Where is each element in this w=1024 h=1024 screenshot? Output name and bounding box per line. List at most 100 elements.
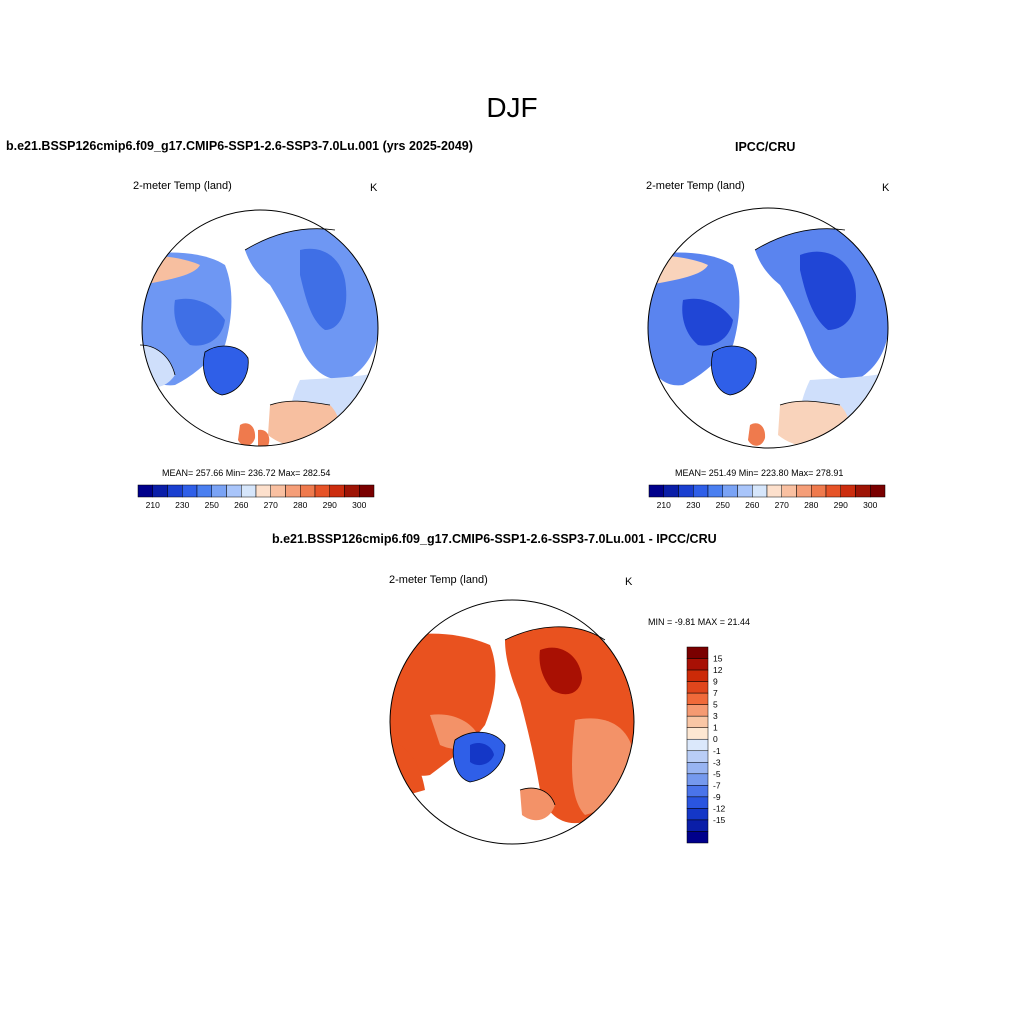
colorbar-swatch: [359, 484, 375, 498]
colorbar-swatch: [300, 484, 316, 498]
diff-colorbar-tick-label: 0: [713, 734, 718, 744]
diff-colorbar-swatch: [686, 681, 709, 694]
diff-colorbar-tick-label: -7: [713, 780, 721, 790]
diff-colorbar-tick-label: 12: [713, 665, 723, 675]
colorbar-swatch: [840, 484, 856, 498]
colorbar-tick-label: 230: [175, 500, 189, 510]
colorbar-tick-label: 210: [146, 500, 160, 510]
colorbar-swatch: [678, 484, 694, 498]
diff-colorbar-swatch: [686, 704, 709, 717]
colorbar-swatch: [270, 484, 286, 498]
diff-colorbar-swatch: [686, 750, 709, 763]
colorbar-tick-label: 270: [264, 500, 278, 510]
left-panel-header: b.e21.BSSP126cmip6.f09_g17.CMIP6-SSP1-2.…: [6, 139, 473, 153]
colorbar-tick-label: 250: [205, 500, 219, 510]
diff-units-label: K: [625, 576, 633, 588]
diff-colorbar-swatch: [686, 819, 709, 832]
right-colorbar: 210 230 250 260 270 280 290 300: [648, 484, 886, 510]
colorbar-swatch: [737, 484, 753, 498]
colorbar-swatch: [137, 484, 153, 498]
diff-variable-label: 2-meter Temp (land): [389, 574, 488, 586]
diff-colorbar-tick-label: 15: [713, 654, 723, 664]
diff-polar-map: [389, 599, 635, 845]
diff-colorbar-swatch: [686, 762, 709, 775]
colorbar-tick-label: 290: [834, 500, 848, 510]
colorbar-tick-label: 280: [804, 500, 818, 510]
diff-colorbar-tick-label: 5: [713, 700, 718, 710]
diff-colorbar-swatch: [686, 773, 709, 786]
left-polar-map: [139, 209, 379, 447]
diff-colorbar-swatch: [686, 727, 709, 740]
right-polar-map: [647, 207, 889, 449]
colorbar-tick-label: 210: [657, 500, 671, 510]
colorbar-swatch: [329, 484, 345, 498]
colorbar-swatch: [226, 484, 242, 498]
left-colorbar: 210 230 250 260 270 280 290 300: [137, 484, 375, 510]
colorbar-swatch: [314, 484, 330, 498]
colorbar-swatch: [285, 484, 301, 498]
colorbar-swatch: [663, 484, 679, 498]
colorbar-tick-label: 300: [352, 500, 366, 510]
diff-colorbar-tick-label: -9: [713, 792, 721, 802]
colorbar-swatch: [781, 484, 797, 498]
colorbar-tick-label: 280: [293, 500, 307, 510]
colorbar-swatch: [167, 484, 183, 498]
colorbar-swatch: [211, 484, 227, 498]
left-units-label: K: [370, 182, 378, 194]
diff-colorbar-swatch: [686, 785, 709, 798]
colorbar-swatch: [870, 484, 886, 498]
diff-colorbar-tick-label: 1: [713, 723, 718, 733]
diff-colorbar-swatch: [686, 692, 709, 705]
colorbar-swatch: [648, 484, 664, 498]
diff-colorbar-tick-label: -5: [713, 769, 721, 779]
left-variable-label: 2-meter Temp (land): [133, 180, 232, 192]
colorbar-swatch: [752, 484, 768, 498]
colorbar-swatch: [825, 484, 841, 498]
diff-colorbar-swatch: [686, 715, 709, 728]
colorbar-tick-label: 260: [745, 500, 759, 510]
diff-colorbar-swatch: [686, 658, 709, 671]
colorbar-tick-label: 230: [686, 500, 700, 510]
right-stats-text: MEAN= 251.49 Min= 223.80 Max= 278.91: [675, 468, 844, 478]
colorbar-swatch: [241, 484, 257, 498]
diff-colorbar-tick-label: 9: [713, 677, 718, 687]
diff-panel-header: b.e21.BSSP126cmip6.f09_g17.CMIP6-SSP1-2.…: [272, 532, 717, 546]
diff-colorbar-tick-label: 3: [713, 711, 718, 721]
diff-colorbar-tick-label: -15: [713, 815, 726, 825]
diff-colorbar-swatch: [686, 738, 709, 752]
colorbar-tick-label: 300: [863, 500, 877, 510]
diff-colorbar-swatch: [686, 831, 709, 844]
colorbar-tick-label: 260: [234, 500, 248, 510]
colorbar-swatch: [196, 484, 212, 498]
diff-colorbar-swatch: [686, 669, 709, 682]
left-stats-text: MEAN= 257.66 Min= 236.72 Max= 282.54: [162, 468, 331, 478]
colorbar-swatch: [344, 484, 360, 498]
diff-colorbar-swatch: [686, 796, 709, 809]
colorbar-tick-label: 290: [323, 500, 337, 510]
colorbar-tick-label: 270: [775, 500, 789, 510]
figure-title: DJF: [486, 92, 538, 123]
diff-colorbar-swatch: [686, 808, 709, 821]
diff-colorbar-tick-label: 7: [713, 688, 718, 698]
colorbar-swatch: [152, 484, 168, 498]
colorbar-swatch: [766, 484, 782, 498]
left-greenland-land: [203, 346, 249, 395]
diff-colorbar-tick-label: -1: [713, 746, 721, 756]
colorbar-tick-label: 250: [716, 500, 730, 510]
right-panel-header: IPCC/CRU: [735, 140, 796, 154]
colorbar-swatch: [796, 484, 812, 498]
diff-colorbar-swatch: [686, 646, 709, 659]
colorbar-swatch: [707, 484, 723, 498]
diff-stats-text: MIN = -9.81 MAX = 21.44: [648, 617, 751, 627]
right-greenland-land: [711, 346, 757, 395]
right-variable-label: 2-meter Temp (land): [646, 180, 745, 192]
diff-colorbar-tick-label: -3: [713, 757, 721, 767]
colorbar-swatch: [693, 484, 709, 498]
colorbar-swatch: [255, 484, 271, 498]
colorbar-swatch: [722, 484, 738, 498]
colorbar-swatch: [182, 484, 198, 498]
right-units-label: K: [882, 182, 890, 194]
diff-colorbar-tick-label: -12: [713, 803, 726, 813]
colorbar-swatch: [855, 484, 871, 498]
